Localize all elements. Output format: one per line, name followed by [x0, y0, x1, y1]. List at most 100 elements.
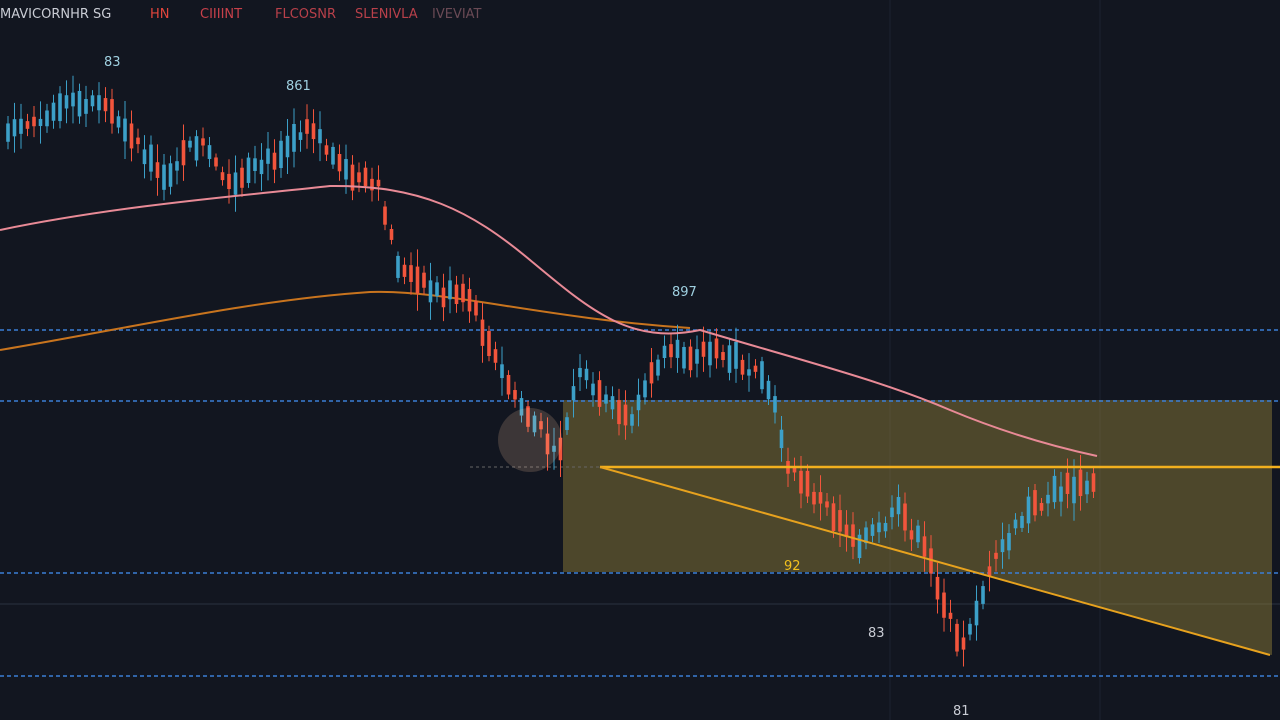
candle-body — [857, 534, 862, 559]
candle-body — [825, 501, 829, 508]
candle-body — [688, 346, 693, 371]
candle-body — [428, 280, 433, 303]
candle-body — [526, 406, 530, 427]
candle-body — [662, 345, 667, 358]
candle-body — [149, 144, 153, 172]
header-item: SLENIVLA — [355, 7, 418, 22]
moving-average — [0, 184, 1098, 457]
header: MAVICORNHR SG HN CIIIINT FLCOSNR SLENIVL… — [0, 7, 482, 22]
candle-body — [779, 429, 784, 449]
candle-body — [948, 612, 953, 619]
candle-body — [1020, 515, 1024, 528]
candle-body — [974, 600, 979, 626]
candle-body — [1052, 475, 1057, 503]
candle-body — [266, 148, 270, 164]
candle-body — [994, 552, 998, 559]
annotations: 83 861 897 92 83 81 — [104, 55, 970, 719]
candle-body — [1026, 496, 1031, 524]
candle-body — [123, 118, 127, 142]
candle-body — [578, 367, 582, 378]
candle-body — [1033, 490, 1037, 516]
candle-body — [298, 132, 303, 140]
candle-body — [623, 404, 628, 426]
candle-body — [896, 496, 901, 515]
candle-body — [539, 421, 543, 430]
candle-body — [12, 119, 17, 137]
candle-body — [227, 173, 231, 190]
candle-body — [922, 536, 927, 557]
candle-body — [240, 167, 244, 188]
candle-body — [1072, 476, 1076, 504]
candle-body — [97, 95, 101, 111]
glow — [498, 408, 562, 472]
candle-body — [474, 300, 478, 316]
candle-body — [929, 548, 933, 574]
candle-body — [656, 359, 660, 376]
candle-body — [935, 576, 940, 600]
candle-body — [552, 445, 556, 452]
candle-body — [1065, 472, 1070, 494]
candle-body — [25, 121, 30, 129]
candle-body — [396, 255, 400, 278]
candle-body — [402, 264, 407, 277]
candle-body — [383, 206, 387, 225]
candle-body — [513, 390, 517, 400]
candle-body — [610, 396, 615, 410]
candle-body — [617, 400, 621, 425]
candle-body — [805, 470, 810, 497]
candle-body — [558, 437, 563, 461]
candle-body — [324, 145, 329, 155]
candle-body — [571, 386, 576, 401]
candle-body — [285, 135, 290, 158]
candle-body — [831, 503, 836, 531]
candle-body — [890, 507, 894, 518]
candles — [6, 75, 1096, 667]
candle-body — [961, 637, 966, 650]
candle-body — [155, 162, 160, 178]
candle-body — [58, 93, 62, 122]
candle-body — [649, 362, 654, 384]
candle-body — [220, 172, 225, 181]
candle-body — [669, 344, 673, 358]
candle-body — [246, 157, 251, 183]
annotation: 83 — [104, 55, 121, 70]
header-item: IVEVIAT — [432, 7, 482, 22]
candle-body — [1007, 533, 1011, 551]
candle-body — [493, 349, 498, 363]
candle-body — [1046, 494, 1050, 504]
candle-body — [760, 361, 764, 390]
candle-body — [116, 116, 121, 128]
candle-body — [799, 470, 803, 494]
candle-body — [909, 530, 914, 540]
candle-body — [1059, 486, 1063, 502]
candle-body — [545, 433, 550, 455]
candle-body — [968, 623, 972, 635]
candle-body — [955, 623, 959, 652]
candle-body — [84, 99, 88, 114]
candle-body — [987, 566, 992, 576]
annotation: 81 — [953, 704, 970, 719]
candle-body — [675, 339, 680, 358]
header-item: HN — [150, 7, 170, 22]
candle-body — [591, 383, 595, 396]
candle-body — [162, 164, 166, 190]
annotation: 83 — [868, 626, 885, 641]
candle-body — [253, 158, 257, 172]
candle-body — [45, 110, 49, 127]
candle-body — [441, 287, 446, 308]
candle-body — [714, 338, 719, 359]
candle-body — [376, 179, 381, 187]
candle-body — [864, 527, 868, 544]
candle-body — [818, 492, 823, 504]
annotation: 92 — [784, 559, 801, 574]
candle-body — [766, 380, 771, 400]
candle-body — [773, 396, 777, 413]
candle-body — [6, 123, 10, 142]
candle-body — [838, 510, 842, 532]
candle-body — [32, 116, 36, 127]
candle-body — [1091, 473, 1096, 492]
candle-body — [682, 347, 686, 369]
